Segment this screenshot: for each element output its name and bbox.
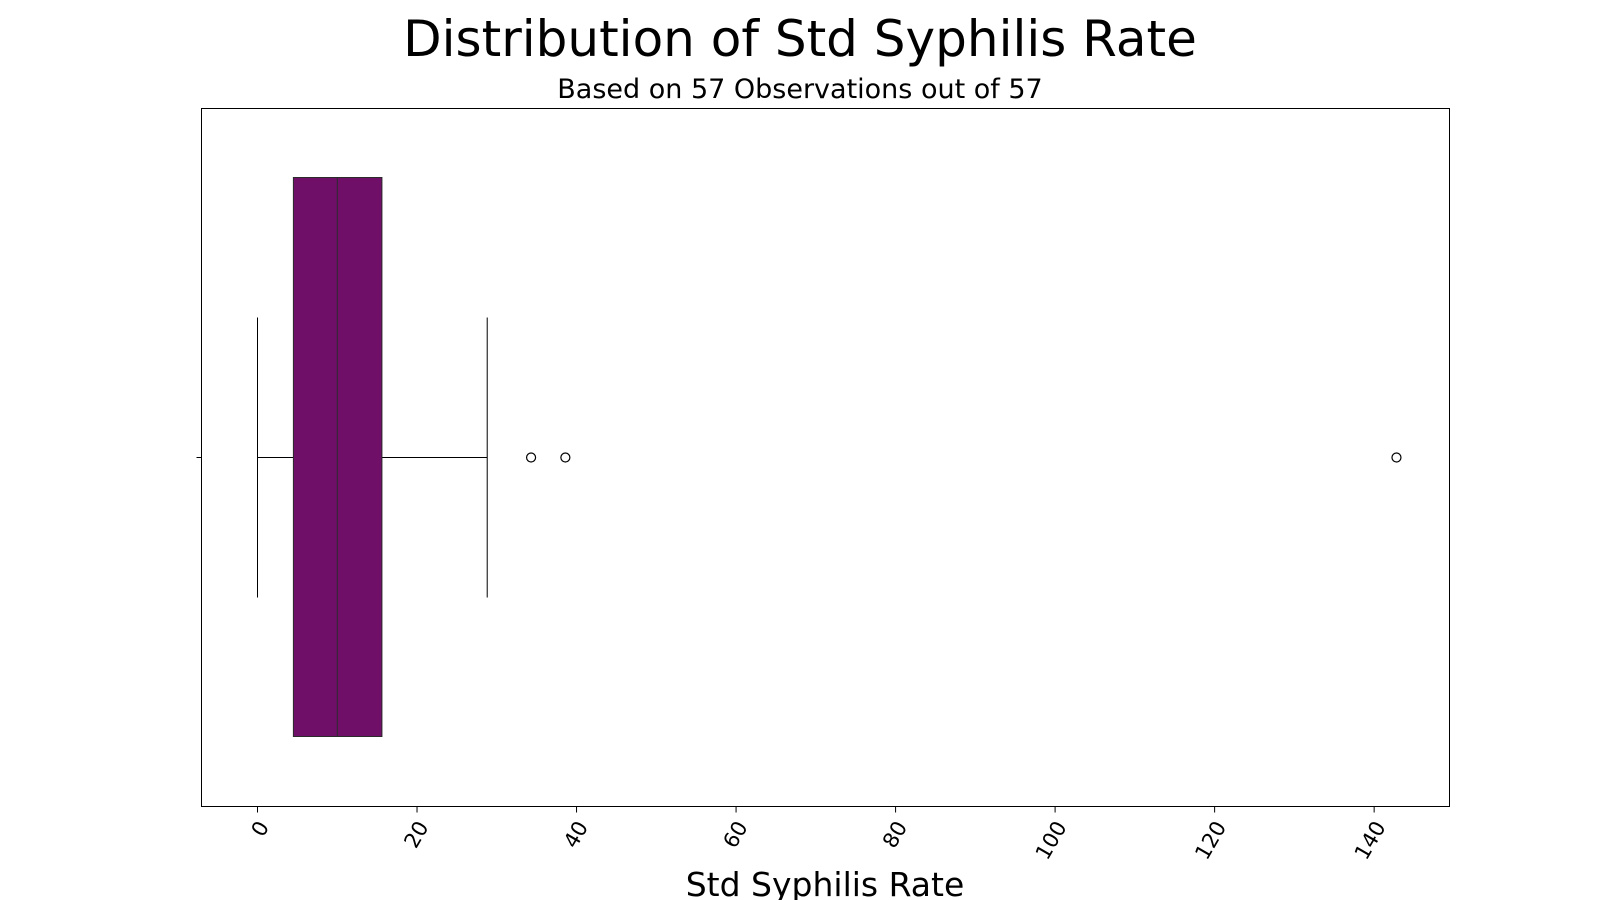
x-axis-tick-label: 40: [559, 817, 593, 852]
x-axis-tick-label: 100: [1031, 817, 1072, 864]
x-axis-tick-label: 80: [878, 817, 912, 852]
outlier-point: [525, 452, 537, 463]
chart-title: Distribution of Std Syphilis Rate: [403, 10, 1197, 68]
box-plot-series: [257, 177, 1402, 737]
outlier-point: [1391, 452, 1402, 463]
x-axis-tick-label: 60: [718, 817, 752, 852]
chart-subtitle: Based on 57 Observations out of 57: [557, 74, 1043, 105]
x-axis-tick-label: 120: [1190, 817, 1231, 864]
x-axis-label: Std Syphilis Rate: [686, 865, 965, 900]
x-axis-tick-label: 20: [399, 817, 433, 852]
x-axis: 0 20 40 60 80 100 120 140: [247, 806, 1391, 864]
x-axis-tick-label: 0: [247, 817, 274, 841]
outlier-point: [560, 452, 571, 463]
x-axis-tick-label: 140: [1350, 817, 1391, 864]
